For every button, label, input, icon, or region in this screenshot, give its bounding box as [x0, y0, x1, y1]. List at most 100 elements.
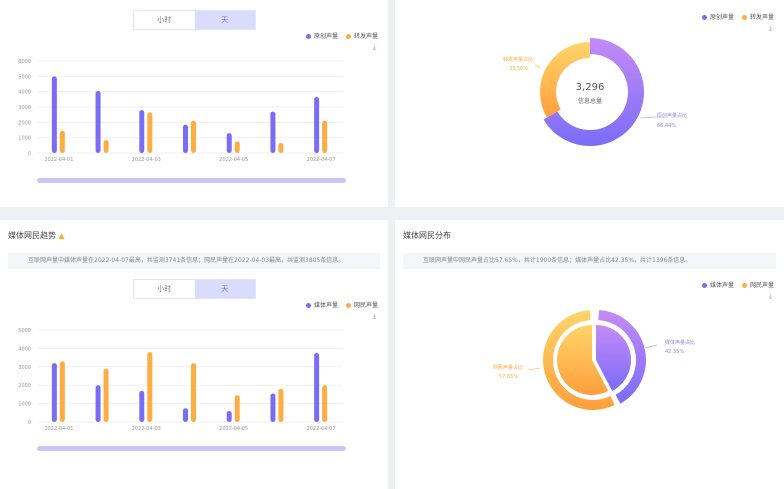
y-tick-label: 3000: [18, 105, 31, 111]
legend-item[interactable]: 原创声量: [305, 31, 338, 40]
slice-pct: 66.44%: [657, 123, 676, 129]
bar: [95, 385, 101, 422]
toggle-hour[interactable]: 小时: [157, 285, 172, 293]
legend-dot: [345, 34, 351, 39]
ratio-card-top: 原创声量 转发声量 ⤓ 3,296 信息总量 原创声量占比 66.44% 转发声量占比 3…: [395, 0, 784, 207]
bar: [314, 353, 320, 422]
donut-slice-forward: [540, 42, 590, 118]
legend-item[interactable]: 转发声量: [345, 31, 378, 40]
outer-slice-netizen: [543, 310, 615, 410]
y-tick-label: 0: [28, 420, 31, 426]
toggle-day[interactable]: 天: [194, 11, 255, 29]
bar: [59, 130, 65, 153]
inner-slice-media: [596, 325, 631, 392]
bar: [183, 408, 188, 422]
bar: [103, 139, 109, 153]
slice-pct: 42.35%: [665, 349, 684, 355]
download-icon[interactable]: ⤓: [768, 24, 772, 32]
zoom-slider[interactable]: [37, 178, 346, 183]
y-tick-label: 2000: [18, 383, 31, 389]
y-tick-label: 3000: [18, 365, 31, 371]
bar: [191, 120, 196, 153]
legend-dot: [305, 303, 311, 308]
bar: [226, 133, 232, 153]
legend-label: 原创声量: [313, 33, 338, 40]
bar: [147, 352, 153, 422]
legend: 媒体声量 网民声量: [701, 280, 774, 289]
bar: [226, 410, 232, 422]
card-title: 媒体网民分布: [403, 231, 451, 240]
y-tick-label: 4000: [18, 90, 31, 96]
slice-label: 媒体声量占比: [665, 339, 695, 346]
zoom-slider[interactable]: [37, 446, 346, 451]
bar: [139, 110, 145, 153]
toggle-hour[interactable]: 小时: [157, 16, 172, 24]
download-icon[interactable]: ⤓: [768, 292, 772, 300]
bar: [147, 112, 153, 153]
bar: [191, 363, 196, 422]
y-tick-label: 2000: [18, 120, 31, 126]
legend-label: 原创声量: [709, 14, 734, 21]
bar: [59, 361, 65, 422]
legend-item[interactable]: 转发声量: [741, 12, 774, 21]
legend-item[interactable]: 媒体声量: [701, 280, 734, 289]
y-tick-label: 6000: [18, 59, 31, 65]
slice-label: 网民声量占比: [493, 364, 523, 371]
bar-chart-top: 0 1000 2000 3000 4000 5000 6000 2022-04-01 2022-…: [18, 59, 343, 163]
legend-dot: [741, 15, 747, 20]
legend-dot: [345, 303, 351, 308]
legend-item[interactable]: 原创声量: [701, 12, 734, 21]
granularity-toggle: 小时 天: [133, 10, 256, 30]
x-tick-label: 2022-04-05: [219, 426, 248, 432]
x-tick-label: 2022-04-05: [219, 157, 248, 163]
bar: [322, 385, 328, 422]
x-tick-label: 2022-04-01: [44, 157, 73, 163]
fire-icon: ▲: [58, 231, 65, 240]
bar: [278, 388, 284, 422]
x-tick-label: 2022-04-07: [307, 426, 336, 432]
label-line: [644, 344, 658, 349]
slice-pct: 57.65%: [499, 374, 518, 380]
slice-label: 原创声量占比: [657, 112, 687, 119]
bar-chart-bottom: 0 1000 2000 3000 4000 5000 2022-04-01 2022-04-0…: [18, 328, 343, 432]
bar: [270, 111, 276, 153]
download-icon[interactable]: ⤓: [372, 312, 376, 320]
nested-pie-chart: 媒体声量占比 42.35% 网民声量占比 57.65%: [493, 310, 695, 410]
legend-item[interactable]: 网民声量: [345, 300, 378, 309]
trend-card-bottom: 媒体网民趋势 ▲ 互联网声量中媒体声量在2022-04-07最高，共监测3741…: [0, 220, 388, 489]
x-tick-label: 2022-04-03: [132, 426, 161, 432]
y-tick-label: 4000: [18, 346, 31, 352]
label-line: [527, 367, 541, 371]
bar: [103, 368, 109, 422]
slice-pct: 33.56%: [509, 66, 528, 72]
download-icon[interactable]: ⤓: [372, 43, 376, 51]
legend-label: 网民声量: [353, 302, 378, 309]
label-line: [534, 64, 542, 69]
bar: [139, 390, 145, 422]
trend-card-top: 小时 天 原创声量 转发声量 ⤓ 0 1000 2000 3000 4000 5000 60…: [0, 0, 388, 207]
bar: [270, 393, 276, 422]
bar: [51, 76, 57, 153]
legend-item[interactable]: 网民声量: [741, 280, 774, 289]
legend-dot: [741, 283, 747, 288]
legend: 原创声量 转发声量: [305, 31, 378, 40]
bar: [322, 120, 328, 153]
toggle-day[interactable]: 天: [194, 280, 255, 298]
legend: 媒体声量 网民声量: [305, 300, 378, 309]
bar: [183, 124, 188, 153]
granularity-toggle: 小时 天: [133, 279, 256, 299]
legend-dot: [701, 15, 707, 20]
legend-item[interactable]: 媒体声量: [305, 300, 338, 309]
bar: [234, 141, 240, 153]
legend: 原创声量 转发声量: [701, 12, 774, 21]
legend-label: 媒体声量: [313, 302, 338, 309]
donut-slice-original: [543, 38, 644, 146]
legend-dot: [701, 283, 707, 288]
y-tick-label: 0: [28, 151, 31, 157]
legend-label: 媒体声量: [709, 282, 734, 289]
inner-slice-netizen: [557, 325, 609, 395]
center-label: 信息总量: [578, 97, 602, 105]
bar: [51, 363, 57, 422]
y-tick-label: 1000: [18, 136, 31, 142]
legend-label: 转发声量: [353, 33, 378, 40]
